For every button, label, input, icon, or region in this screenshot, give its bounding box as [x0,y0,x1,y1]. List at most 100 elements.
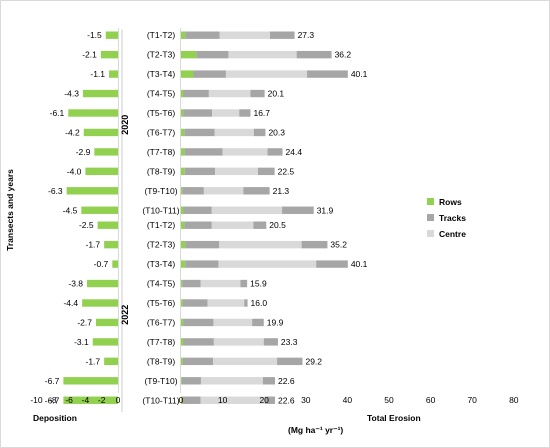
tracks-segment [182,299,208,307]
transect-label: (T2-T3) [147,50,176,60]
tracks-segment [265,396,276,404]
rows-segment [181,128,185,137]
rows-segment [181,70,194,78]
total-value-label: 27.3 [298,30,315,40]
tracks-segment [183,206,212,214]
total-value-label: 40.1 [351,69,368,79]
centre-segment [228,50,297,59]
deposition-bar [95,318,118,327]
year-label: 2020 [120,115,130,135]
total-value-label: 40.1 [351,259,368,269]
tracks-segment [184,221,212,229]
deposition-bar [63,377,118,385]
deposition-value-label: -4.3 [64,89,79,99]
transect-label: (T8-T9) [147,356,176,366]
transect-label: (T2-T3) [147,240,176,250]
tracks-segment [182,357,214,366]
tracks-segment [184,128,215,137]
gridlines [118,28,181,412]
tracks-segment [301,240,328,249]
centre-segment [211,221,254,229]
rows-segment [181,279,183,288]
total-value-label: 22.6 [278,395,295,405]
transect-label: (T9-T10) [144,186,177,196]
total-value-label: 20.5 [269,220,286,230]
right-tick-label: 10 [218,395,228,405]
transect-label: (T5-T6) [147,108,176,118]
deposition-bar [63,396,118,404]
tracks-segment [185,260,219,268]
tracks-segment [182,396,201,404]
rows-segment [181,31,186,39]
rows-segment [181,318,184,327]
tracks-segment [183,338,214,346]
deposition-value-label: -1.7 [85,240,100,250]
tracks-segment [262,377,276,385]
tracks-segment [183,318,214,327]
tracks-segment [183,109,213,117]
deposition-bar [66,187,118,195]
legend-label-tracks: Tracks [439,213,466,223]
right-tick-label: 20 [259,395,269,405]
year-label: 2022 [120,305,130,325]
deposition-bar [85,167,118,176]
tracks-segment [257,167,275,176]
rows-segment [181,240,186,249]
centre-segment [200,279,241,288]
centre-segment [214,128,254,137]
transect-label: (T5-T6) [147,298,176,308]
deposition-bar [82,89,118,98]
tracks-segment [244,299,248,307]
tracks-segment [239,109,251,117]
transect-label: (T8-T9) [147,166,176,176]
total-value-label: 20.3 [268,127,285,137]
tracks-segment [282,206,314,214]
rows-segment [181,148,185,156]
rows-segment [181,50,197,59]
centre-segment [207,299,245,307]
rows-segment [181,167,185,176]
rows-segment [181,187,183,195]
centre-segment [215,167,258,176]
right-tick-label: 80 [509,395,519,405]
tracks-segment [263,338,278,346]
tracks-segment [270,31,295,39]
tracks-segment [243,187,270,195]
tracks-segment [183,89,209,98]
rows-segment [181,338,184,346]
total-value-label: 19.9 [267,317,284,327]
tracks-segment [182,279,201,288]
tracks-segment [185,31,220,39]
rows-segment [181,89,184,98]
total-value-label: 24.4 [286,147,303,157]
right-tick-label: 60 [426,395,436,405]
deposition-value-label: -6.7 [45,376,60,386]
deposition-value-label: -1.1 [90,69,105,79]
deposition-value-label: -2.5 [79,220,94,230]
deposition-value-label: -2.9 [76,147,91,157]
centre-segment [225,70,308,78]
centre-segment [211,206,283,214]
deposition-value-label: -4.2 [65,127,80,137]
transect-label: (T1-T2) [147,30,176,40]
unit-label: (Mg ha⁻¹ yr⁻¹) [288,425,343,435]
deposition-bar [92,338,118,346]
deposition-bar [87,279,118,288]
deposition-value-label: -3.1 [74,337,89,347]
left-tick-label: -2 [98,395,106,405]
total-value-label: 16.0 [251,298,268,308]
transect-label: (T4-T5) [147,279,176,289]
transect-label: (T4-T5) [147,89,176,99]
y-axis-title: Transects and years [5,169,15,251]
transect-label: (T6-T7) [147,127,176,137]
deposition-value-label: -0.7 [94,259,109,269]
deposition-bar [94,148,118,156]
total-value-label: 36.2 [335,50,352,60]
transect-label: (T10-T11) [142,395,179,405]
tracks-segment [250,89,265,98]
rows-segment [181,260,186,268]
centre-segment [219,31,271,39]
total-value-label: 22.5 [278,166,295,176]
deposition-value-label: -6.1 [50,108,65,118]
deposition-bar [83,128,118,137]
